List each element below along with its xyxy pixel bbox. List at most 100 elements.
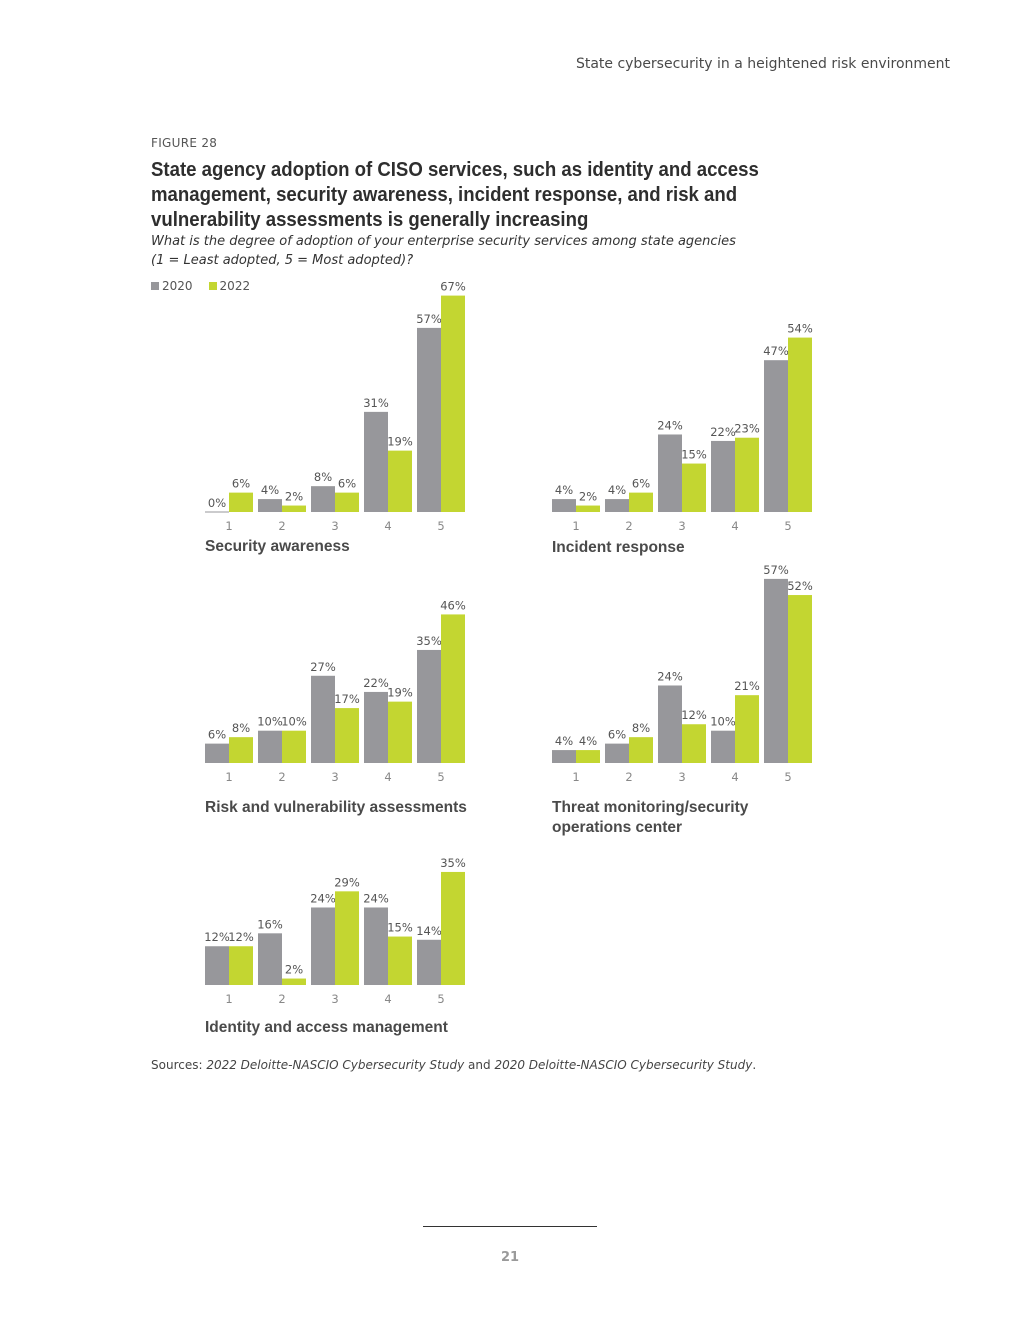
chart-title: Identity and access management: [205, 1019, 448, 1036]
footer-divider: [423, 1226, 597, 1227]
data-label-2022-cat-4: 19%: [387, 435, 413, 449]
figure-subtitle: What is the degree of adoption of your e…: [151, 232, 851, 270]
bar-2020-cat-4: [711, 730, 735, 763]
source-study-2020: 2020 Deloitte-NASCIO Cybersecurity Study: [494, 1058, 753, 1072]
legend-swatch-2020: [151, 282, 159, 290]
chart-title: Threat monitoring/security: [552, 799, 749, 816]
data-label-2022-cat-5: 52%: [787, 579, 813, 593]
bar-2020-cat-5: [764, 578, 788, 763]
bar-2022-cat-4: [735, 437, 759, 512]
data-label-2022-cat-1: 12%: [228, 930, 254, 944]
bar-2020-cat-1: [205, 743, 229, 763]
data-label-2020-cat-3: 27%: [310, 660, 336, 674]
data-label-2022-cat-2: 10%: [281, 715, 307, 729]
legend-swatch-2022: [208, 282, 217, 290]
bar-2020-cat-5: [764, 360, 788, 512]
data-label-2020-cat-2: 10%: [257, 715, 283, 729]
data-label-2022-cat-1: 6%: [232, 477, 250, 491]
figure-label: FIGURE 28: [151, 136, 218, 150]
bar-2020-cat-4: [364, 411, 388, 512]
bar-2022-cat-4: [388, 450, 412, 512]
data-label-2022-cat-2: 2%: [285, 490, 303, 504]
data-label-2020-cat-1: 0%: [208, 496, 226, 510]
bar-2022-cat-1: [576, 505, 600, 512]
data-label-2022-cat-2: 6%: [632, 477, 650, 491]
figure-title: State agency adoption of CISO services, …: [151, 159, 759, 231]
data-label-2020-cat-1: 12%: [204, 930, 230, 944]
x-tick-label-1: 1: [572, 519, 579, 533]
bar-2020-cat-1: [552, 750, 576, 763]
x-tick-label-2: 2: [625, 770, 632, 784]
page-number: 21: [500, 1250, 520, 1265]
chart-title: Risk and vulnerability assessments: [205, 799, 467, 816]
data-label-2020-cat-5: 35%: [416, 634, 442, 648]
chart-3: 6% 8% 1 10%10% 2 27% 17% 3 22%19% 4 35% 46% 5 Risk an…: [205, 598, 467, 816]
bar-2022-cat-3: [335, 492, 359, 512]
legend-label-2022: 2022: [219, 279, 251, 293]
x-tick-label-3: 3: [678, 770, 685, 784]
bar-2022-cat-3: [682, 463, 706, 512]
bar-2020-cat-3: [311, 907, 335, 985]
data-label-2020-cat-4: 31%: [363, 396, 389, 410]
data-label-2020-cat-4: 24%: [363, 891, 389, 905]
x-tick-label-3: 3: [331, 770, 338, 784]
bar-2022-cat-3: [682, 724, 706, 763]
data-label-2020-cat-4: 22%: [710, 425, 736, 439]
data-label-2020-cat-2: 4%: [608, 483, 626, 497]
legend-item-2020: 2020: [151, 279, 193, 293]
data-label-2020-cat-5: 14%: [416, 924, 442, 938]
bar-2020-cat-1: [205, 946, 229, 985]
chart-title: Incident response: [552, 539, 685, 556]
x-tick-label-2: 2: [278, 519, 285, 533]
sources-conjunction: and: [464, 1058, 495, 1072]
bar-2022-cat-5: [441, 295, 465, 512]
x-tick-label-5: 5: [784, 770, 791, 784]
data-label-2020-cat-4: 10%: [710, 715, 736, 729]
data-label-2020-cat-1: 4%: [555, 483, 573, 497]
data-label-2022-cat-2: 8%: [632, 721, 650, 735]
data-label-2022-cat-5: 67%: [440, 280, 466, 294]
x-tick-label-3: 3: [331, 519, 338, 533]
data-label-2022-cat-4: 19%: [387, 686, 413, 700]
x-tick-label-5: 5: [784, 519, 791, 533]
x-tick-label-2: 2: [625, 519, 632, 533]
data-label-2022-cat-1: 4%: [579, 734, 597, 748]
x-tick-label-1: 1: [225, 992, 232, 1006]
data-label-2020-cat-2: 16%: [257, 917, 283, 931]
data-label-2022-cat-3: 6%: [338, 477, 356, 491]
data-label-2022-cat-1: 8%: [232, 721, 250, 735]
bar-2022-cat-2: [282, 505, 306, 512]
chart-5: 12%12%116%2%224%29%324%15%414%35%5Identi…: [204, 856, 466, 1036]
data-label-2020-cat-2: 6%: [608, 728, 626, 742]
bar-2022-cat-3: [335, 891, 359, 985]
data-label-2022-cat-5: 35%: [440, 856, 466, 870]
data-label-2020-cat-2: 4%: [261, 483, 279, 497]
legend-item-2022: 2022: [208, 279, 251, 293]
x-tick-label-2: 2: [278, 992, 285, 1006]
data-label-2020-cat-5: 47%: [763, 344, 789, 358]
bar-2020-cat-5: [417, 649, 441, 763]
bar-2020-cat-2: [258, 730, 282, 763]
bar-2022-cat-5: [441, 614, 465, 763]
data-label-2020-cat-3: 8%: [314, 470, 332, 484]
data-label-2022-cat-3: 15%: [681, 448, 707, 462]
bar-2020-cat-3: [658, 685, 682, 763]
bar-2022-cat-4: [388, 936, 412, 985]
data-label-2022-cat-4: 23%: [734, 422, 760, 436]
bar-2022-cat-1: [229, 946, 253, 985]
data-label-2020-cat-3: 24%: [310, 891, 336, 905]
bar-2020-cat-3: [311, 675, 335, 763]
data-label-2022-cat-1: 2%: [579, 490, 597, 504]
subtitle-line-1: What is the degree of adoption of your e…: [151, 234, 736, 249]
data-label-2022-cat-4: 21%: [734, 679, 760, 693]
chart-legend: 2020 2022: [151, 279, 250, 293]
x-tick-label-3: 3: [678, 519, 685, 533]
bar-2020-cat-2: [605, 499, 629, 512]
chart-1: 0% 6% 1 4% 2% 2 8% 6% 3 31% 19% 4 57% 67% 5 Security aw…: [205, 280, 466, 555]
running-header-title: State cybersecurity in a heightened risk…: [575, 56, 950, 72]
x-tick-label-2: 2: [278, 770, 285, 784]
bar-2020-cat-2: [258, 933, 282, 985]
data-label-2022-cat-2: 2%: [285, 963, 303, 977]
bar-2020-cat-4: [711, 440, 735, 512]
bar-2020-cat-1: [552, 499, 576, 512]
